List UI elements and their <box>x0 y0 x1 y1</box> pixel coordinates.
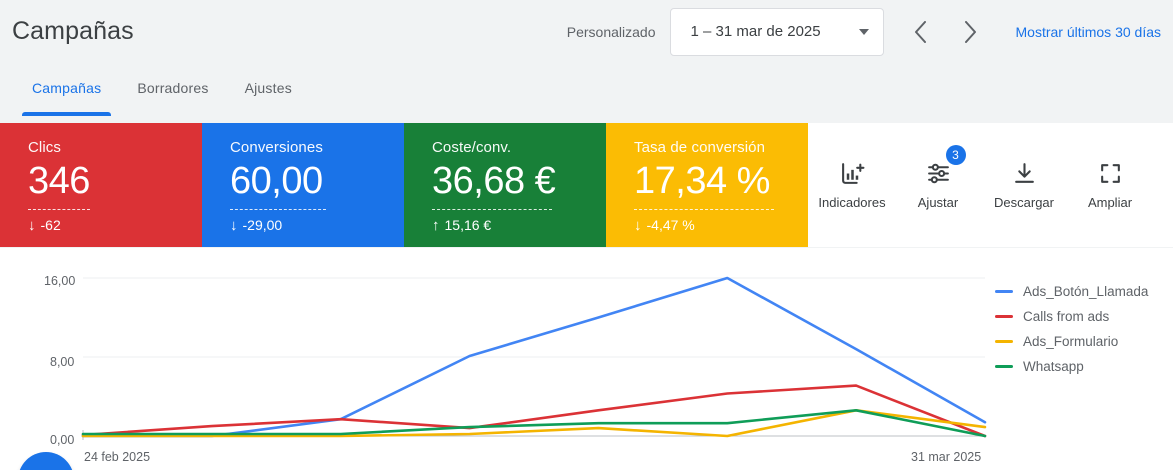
page-header: Campañas Personalizado 1 – 31 mar de 202… <box>0 0 1173 63</box>
tool-label: Ampliar <box>1087 194 1133 210</box>
tab-bar: Campañas Borradores Ajustes <box>0 63 1173 123</box>
ajustar-button[interactable]: 3 Ajustar <box>895 144 981 210</box>
metric-card-value: 346 <box>28 160 90 202</box>
legend-label: Ads_Botón_Llamada <box>1023 284 1149 299</box>
legend-swatch-icon <box>995 290 1013 293</box>
arrow-down-icon: ↓ <box>230 216 238 234</box>
ajustar-badge: 3 <box>945 144 966 165</box>
tab-ajustes[interactable]: Ajustes <box>244 80 292 96</box>
expand-fullscreen-icon <box>1098 161 1123 187</box>
y-tick-label-0: 0,00 <box>50 433 75 447</box>
tool-label: Indicadores <box>818 194 886 210</box>
legend-label: Whatsapp <box>1023 359 1084 374</box>
x-axis-end-label: 31 mar 2025 <box>911 450 982 464</box>
chart-series-line[interactable] <box>81 409 987 438</box>
legend-swatch-icon <box>995 340 1013 343</box>
metric-card-conversiones[interactable]: Conversiones 60,00 ↓ -29,00 <box>202 123 404 247</box>
metric-card-label: Conversiones <box>230 139 323 156</box>
metric-cards-row: Clics 346 ↓ -62 Conversiones 60,00 ↓ -29… <box>0 123 1173 247</box>
tool-label: Descargar <box>994 194 1054 210</box>
legend-item[interactable]: Ads_Formulario <box>995 334 1148 349</box>
metric-card-delta-value: -29,00 <box>242 217 283 233</box>
date-range-value: 1 – 31 mar de 2025 <box>690 23 821 40</box>
ampliar-button[interactable]: Ampliar <box>1067 161 1153 210</box>
legend-item[interactable]: Whatsapp <box>995 359 1148 374</box>
metric-card-divider <box>28 209 90 210</box>
metric-card-delta-value: -62 <box>40 217 61 233</box>
arrow-down-icon: ↓ <box>634 216 642 234</box>
legend-item[interactable]: Calls from ads <box>995 309 1148 324</box>
metric-card-divider <box>432 209 552 210</box>
descargar-button[interactable]: Descargar <box>981 161 1067 210</box>
metric-card-delta: ↓ -29,00 <box>230 217 404 233</box>
metric-card-divider <box>634 209 774 210</box>
metric-card-label: Clics <box>28 139 61 156</box>
page-title: Campañas <box>12 17 134 45</box>
chart-canvas[interactable] <box>0 248 1173 470</box>
indicadores-button[interactable]: Indicadores <box>809 161 895 210</box>
metric-card-delta: ↓ -4,47 % <box>634 217 808 233</box>
previous-period-button[interactable] <box>902 8 940 56</box>
tab-campanas[interactable]: Campañas <box>14 80 119 116</box>
metric-card-delta-value: 15,16 € <box>444 217 492 233</box>
date-range-picker[interactable]: 1 – 31 mar de 2025 <box>669 7 884 56</box>
arrow-down-icon: ↓ <box>28 216 36 234</box>
performance-chart <box>0 247 1173 470</box>
chevron-down-icon <box>858 28 869 35</box>
chart-toolbar: Indicadores 3 Ajustar <box>808 123 1173 247</box>
metric-card-value: 36,68 € <box>432 160 556 202</box>
add-chart-icon <box>840 161 865 187</box>
metric-card-delta: ↑ 15,16 € <box>432 217 606 233</box>
chart-series-line[interactable] <box>81 384 987 438</box>
metric-card-label: Coste/conv. <box>432 139 512 156</box>
legend-item[interactable]: Ads_Botón_Llamada <box>995 284 1148 299</box>
next-period-button[interactable] <box>952 8 990 56</box>
legend-label: Calls from ads <box>1023 309 1110 324</box>
metric-card-delta: ↓ -62 <box>28 217 202 233</box>
show-last-30-days-link[interactable]: Mostrar últimos 30 días <box>1015 23 1162 40</box>
download-icon <box>1012 161 1037 187</box>
chart-series-line[interactable] <box>81 409 987 438</box>
x-axis-start-label: 24 feb 2025 <box>84 450 151 464</box>
chart-legend: Ads_Botón_Llamada Calls from ads Ads_For… <box>995 284 1148 374</box>
date-range-type-label: Personalizado <box>566 23 656 40</box>
metric-card-coste-conv[interactable]: Coste/conv. 36,68 € ↑ 15,16 € <box>404 123 606 247</box>
tool-label: Ajustar <box>917 194 959 210</box>
new-campaign-fab[interactable] <box>18 452 74 470</box>
metric-card-label: Tasa de conversión <box>634 139 766 156</box>
legend-swatch-icon <box>995 365 1013 368</box>
legend-label: Ads_Formulario <box>1023 334 1119 349</box>
metric-card-value: 60,00 <box>230 160 323 202</box>
arrow-up-icon: ↑ <box>432 216 440 234</box>
tab-borradores[interactable]: Borradores <box>137 80 209 96</box>
metric-card-value: 17,34 % <box>634 160 770 202</box>
tune-sliders-icon: 3 <box>926 144 966 187</box>
metric-card-divider <box>230 209 326 210</box>
metric-card-delta-value: -4,47 % <box>646 217 695 233</box>
legend-swatch-icon <box>995 315 1013 318</box>
y-tick-label-8: 8,00 <box>50 355 75 369</box>
metric-card-tasa-conversion[interactable]: Tasa de conversión 17,34 % ↓ -4,47 % <box>606 123 808 247</box>
metric-card-clics[interactable]: Clics 346 ↓ -62 <box>0 123 202 247</box>
y-tick-label-16: 16,00 <box>44 274 76 288</box>
header-controls: Personalizado 1 – 31 mar de 2025 Mostrar… <box>566 7 1162 56</box>
